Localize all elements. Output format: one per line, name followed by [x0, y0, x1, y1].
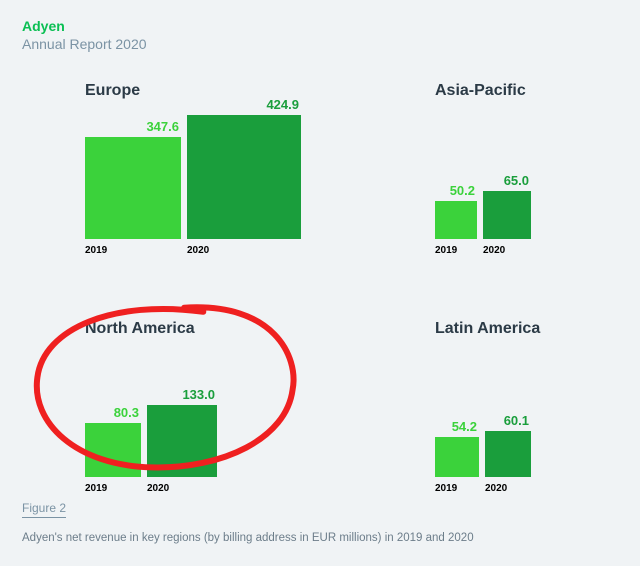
bar-value-label: 80.3	[85, 405, 141, 420]
bar-2019: 54.2 2019	[435, 419, 479, 494]
bar-rect	[435, 201, 477, 239]
bar-2019: 347.6 2019	[85, 119, 181, 256]
bar-value-label: 65.0	[483, 173, 531, 188]
bar-2020: 65.0 2020	[483, 173, 531, 256]
bar-value-label: 60.1	[485, 413, 531, 428]
bar-year-label: 2020	[187, 245, 209, 256]
bar-2019: 50.2 2019	[435, 183, 477, 256]
bar-value-label: 50.2	[435, 183, 477, 198]
bar-year-label: 2020	[485, 483, 507, 494]
bar-rect	[485, 431, 531, 477]
chart-grid: Europe347.62019424.92020Asia-Pacific50.2…	[0, 0, 640, 566]
bar-year-label: 2019	[435, 483, 457, 494]
bar-rect	[147, 405, 217, 477]
bar-value-label: 133.0	[147, 387, 217, 402]
region-latin-america: Latin America 54.2 2019 60.1 2020	[435, 320, 540, 494]
bars-row: 80.3 2019 133.0 2020	[85, 346, 217, 494]
bar-rect	[435, 437, 479, 477]
region-title: Latin America	[435, 320, 540, 338]
bar-2020: 424.9 2020	[187, 97, 301, 256]
bar-year-label: 2019	[85, 245, 107, 256]
bar-year-label: 2020	[147, 483, 169, 494]
bar-2019: 80.3 2019	[85, 405, 141, 494]
bar-2020: 60.1 2020	[485, 413, 531, 494]
bar-rect	[85, 137, 181, 239]
bar-rect	[85, 423, 141, 477]
region-title: Asia-Pacific	[435, 82, 531, 100]
bar-2020: 133.0 2020	[147, 387, 217, 494]
region-asia-pacific: Asia-Pacific 50.2 2019 65.0 2020	[435, 82, 531, 256]
figure-label: Figure 2	[22, 501, 66, 518]
bar-rect	[483, 191, 531, 239]
bar-year-label: 2020	[483, 245, 505, 256]
region-title: North America	[85, 320, 217, 338]
region-europe: Europe347.62019424.92020	[85, 82, 301, 256]
region-north-america: North America 80.3 2019 133.0 2020	[85, 320, 217, 494]
bar-year-label: 2019	[85, 483, 107, 494]
bar-value-label: 347.6	[85, 119, 181, 134]
bar-year-label: 2019	[435, 245, 457, 256]
bar-value-label: 54.2	[435, 419, 479, 434]
bar-rect	[187, 115, 301, 239]
bars-row: 50.2 2019 65.0 2020	[435, 108, 531, 256]
figure-caption: Adyen's net revenue in key regions (by b…	[22, 532, 474, 544]
bars-row: 347.62019424.92020	[85, 108, 301, 256]
bar-value-label: 424.9	[187, 97, 301, 112]
bars-row: 54.2 2019 60.1 2020	[435, 346, 540, 494]
